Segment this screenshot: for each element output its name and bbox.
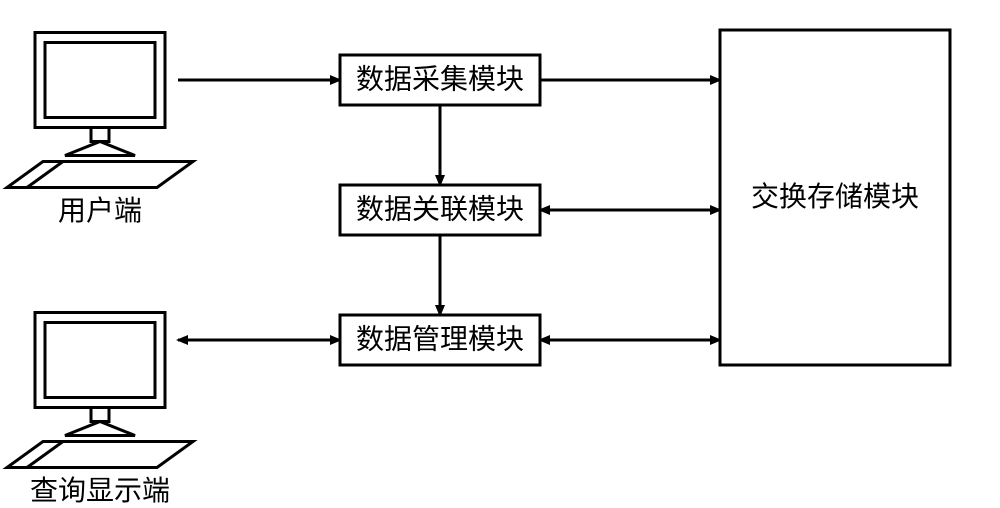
node-label: 数据关联模块 (356, 193, 524, 225)
node-client: 用户端 (7, 33, 193, 227)
node-label: 查询显示端 (30, 475, 170, 507)
node-query: 查询显示端 (7, 313, 193, 507)
node-storage: 交换存储模块 (720, 30, 950, 365)
screen-icon (45, 43, 155, 118)
node-associate: 数据关联模块 (340, 185, 540, 235)
node-manage: 数据管理模块 (340, 315, 540, 365)
stand-base-icon (65, 142, 135, 156)
stand-base-icon (65, 422, 135, 436)
node-label: 交换存储模块 (751, 181, 919, 213)
node-label: 数据采集模块 (356, 63, 524, 95)
node-collect: 数据采集模块 (340, 55, 540, 105)
node-label: 数据管理模块 (356, 323, 524, 355)
stand-neck-icon (91, 128, 109, 142)
stand-neck-icon (91, 408, 109, 422)
diagram-canvas: 用户端查询显示端 数据采集模块数据关联模块数据管理模块 交换存储模块 (0, 0, 1000, 508)
nodes-layer: 用户端查询显示端 数据采集模块数据关联模块数据管理模块 交换存储模块 (7, 30, 950, 507)
screen-icon (45, 323, 155, 398)
node-label: 用户端 (58, 195, 142, 227)
